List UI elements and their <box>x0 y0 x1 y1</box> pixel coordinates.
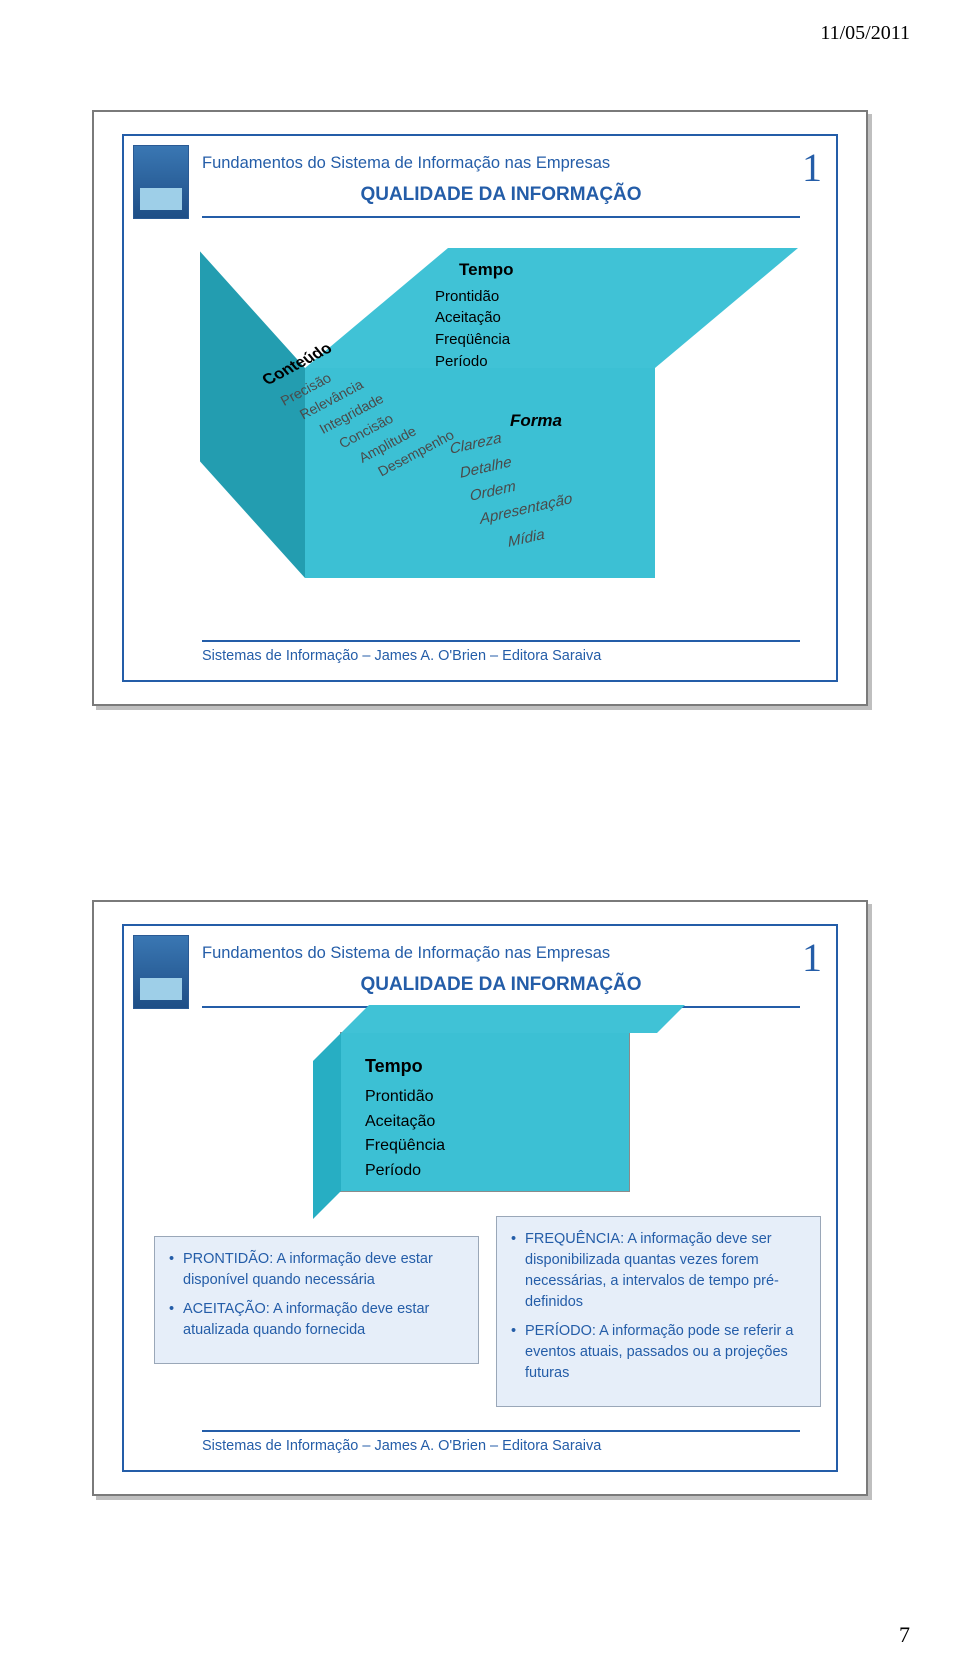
tempo-panel-title: Tempo <box>365 1053 445 1081</box>
slide-2-footer: Sistemas de Informação – James A. O'Brie… <box>202 1430 800 1454</box>
slide-1-heading-line2: QUALIDADE DA INFORMAÇÃO <box>202 184 800 206</box>
slide-1-chapter-number: 1 <box>802 144 822 191</box>
cube-top-item: Período <box>435 351 655 373</box>
definitions-right-box: FREQUÊNCIA: A informação deve ser dispon… <box>496 1216 821 1407</box>
tempo-panel-left-face <box>313 1033 341 1219</box>
slide-1-heading: Fundamentos do Sistema de Informação nas… <box>202 152 800 206</box>
book-thumbnail-icon <box>133 935 189 1009</box>
definition-item: ACEITAÇÃO: A informação deve estar atual… <box>169 1299 464 1341</box>
cube-top-title: Tempo <box>459 258 655 283</box>
definition-term: PERÍODO: <box>525 1323 596 1339</box>
cube-top-labels: Tempo Prontidão Aceitação Freqüência Per… <box>435 258 655 373</box>
slide-2-heading-line1: Fundamentos do Sistema de Informação nas… <box>202 942 800 964</box>
slide-1-heading-rule <box>202 216 800 218</box>
cube-top-item: Prontidão <box>435 286 655 308</box>
quality-cube: Tempo Prontidão Aceitação Freqüência Per… <box>265 248 695 608</box>
definition-term: PRONTIDÃO: <box>183 1251 273 1267</box>
cube-left-face <box>200 251 305 578</box>
definition-item: PERÍODO: A informação pode se referir a … <box>511 1321 806 1384</box>
definition-term: ACEITAÇÃO: <box>183 1301 270 1317</box>
book-thumbnail-icon <box>133 145 189 219</box>
tempo-panel-item: Freqüência <box>365 1134 445 1159</box>
tempo-panel: Tempo Prontidão Aceitação Freqüência Per… <box>340 1032 630 1192</box>
definition-term: FREQUÊNCIA: <box>525 1231 624 1247</box>
tempo-panel-item: Prontidão <box>365 1085 445 1110</box>
slide-2-heading: Fundamentos do Sistema de Informação nas… <box>202 942 800 996</box>
cube-top-item: Freqüência <box>435 329 655 351</box>
page-number: 7 <box>899 1622 910 1648</box>
definition-item: PRONTIDÃO: A informação deve estar dispo… <box>169 1249 464 1291</box>
slide-1-footer: Sistemas de Informação – James A. O'Brie… <box>202 640 800 664</box>
page: 11/05/2011 7 Fundamentos do Sistema de I… <box>0 0 960 1672</box>
slide-1-inner: Fundamentos do Sistema de Informação nas… <box>122 134 838 682</box>
tempo-panel-item: Período <box>365 1159 445 1184</box>
slide-2: Fundamentos do Sistema de Informação nas… <box>92 900 868 1496</box>
slide-2-chapter-number: 1 <box>802 934 822 981</box>
definitions-left-box: PRONTIDÃO: A informação deve estar dispo… <box>154 1236 479 1364</box>
slide-2-inner: Fundamentos do Sistema de Informação nas… <box>122 924 838 1472</box>
page-date: 11/05/2011 <box>820 22 910 45</box>
slide-1: Fundamentos do Sistema de Informação nas… <box>92 110 868 706</box>
tempo-panel-top-face <box>341 1005 685 1033</box>
cube-top-item: Aceitação <box>435 307 655 329</box>
tempo-panel-content: Tempo Prontidão Aceitação Freqüência Per… <box>365 1053 445 1184</box>
slide-2-heading-line2: QUALIDADE DA INFORMAÇÃO <box>202 974 800 996</box>
tempo-panel-item: Aceitação <box>365 1110 445 1135</box>
slide-1-heading-line1: Fundamentos do Sistema de Informação nas… <box>202 152 800 174</box>
definition-item: FREQUÊNCIA: A informação deve ser dispon… <box>511 1229 806 1313</box>
